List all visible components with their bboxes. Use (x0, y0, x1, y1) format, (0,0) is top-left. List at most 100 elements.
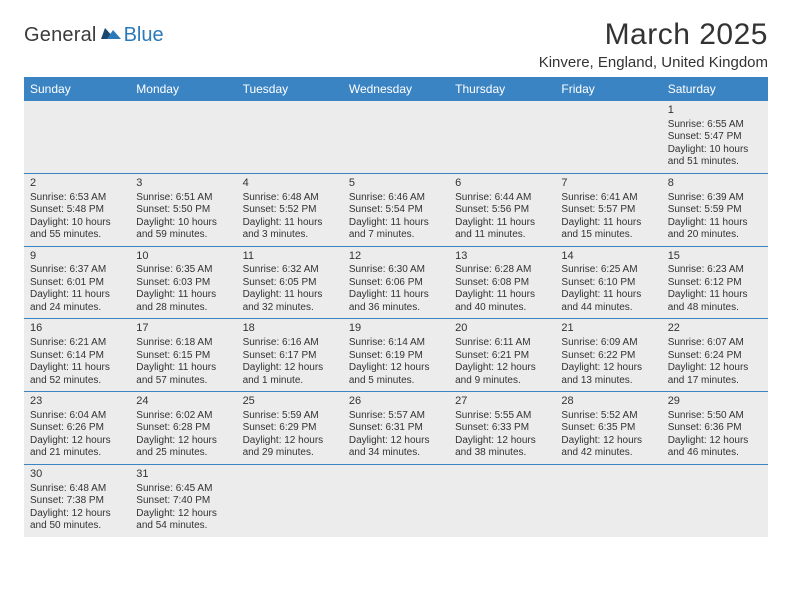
daylight-text: Daylight: 11 hours and 11 minutes. (455, 217, 549, 242)
daylight-text: Daylight: 12 hours and 9 minutes. (455, 362, 549, 387)
day-number: 4 (243, 177, 337, 191)
col-friday: Friday (555, 77, 661, 101)
day-number: 25 (243, 395, 337, 409)
calendar-row: 16Sunrise: 6:21 AMSunset: 6:14 PMDayligh… (24, 319, 768, 392)
sunrise-text: Sunrise: 6:18 AM (136, 337, 230, 350)
calendar-cell: 3Sunrise: 6:51 AMSunset: 5:50 PMDaylight… (130, 173, 236, 246)
sunset-text: Sunset: 5:52 PM (243, 204, 337, 217)
day-number: 10 (136, 250, 230, 264)
calendar-cell (449, 101, 555, 173)
logo: General Blue (24, 24, 164, 47)
calendar-cell (130, 101, 236, 173)
calendar-cell (237, 464, 343, 536)
day-number: 29 (668, 395, 762, 409)
location: Kinvere, England, United Kingdom (539, 54, 768, 71)
sunset-text: Sunset: 5:59 PM (668, 204, 762, 217)
col-wednesday: Wednesday (343, 77, 449, 101)
sunset-text: Sunset: 6:19 PM (349, 350, 443, 363)
calendar-cell: 27Sunrise: 5:55 AMSunset: 6:33 PMDayligh… (449, 392, 555, 465)
calendar-cell: 6Sunrise: 6:44 AMSunset: 5:56 PMDaylight… (449, 173, 555, 246)
sunrise-text: Sunrise: 6:46 AM (349, 192, 443, 205)
calendar-cell (662, 464, 768, 536)
daylight-text: Daylight: 11 hours and 20 minutes. (668, 217, 762, 242)
calendar-cell: 1Sunrise: 6:55 AMSunset: 5:47 PMDaylight… (662, 101, 768, 173)
calendar-cell: 14Sunrise: 6:25 AMSunset: 6:10 PMDayligh… (555, 246, 661, 319)
sunrise-text: Sunrise: 6:39 AM (668, 192, 762, 205)
calendar-cell: 21Sunrise: 6:09 AMSunset: 6:22 PMDayligh… (555, 319, 661, 392)
day-number: 27 (455, 395, 549, 409)
daylight-text: Daylight: 12 hours and 5 minutes. (349, 362, 443, 387)
calendar-cell (449, 464, 555, 536)
calendar-row: 30Sunrise: 6:48 AMSunset: 7:38 PMDayligh… (24, 464, 768, 536)
calendar-cell (237, 101, 343, 173)
daylight-text: Daylight: 11 hours and 28 minutes. (136, 289, 230, 314)
calendar-cell: 4Sunrise: 6:48 AMSunset: 5:52 PMDaylight… (237, 173, 343, 246)
calendar-cell: 9Sunrise: 6:37 AMSunset: 6:01 PMDaylight… (24, 246, 130, 319)
calendar-cell: 24Sunrise: 6:02 AMSunset: 6:28 PMDayligh… (130, 392, 236, 465)
day-number: 3 (136, 177, 230, 191)
day-number: 8 (668, 177, 762, 191)
sunrise-text: Sunrise: 6:25 AM (561, 264, 655, 277)
daylight-text: Daylight: 11 hours and 57 minutes. (136, 362, 230, 387)
day-number: 28 (561, 395, 655, 409)
sunset-text: Sunset: 6:06 PM (349, 277, 443, 290)
daylight-text: Daylight: 12 hours and 29 minutes. (243, 435, 337, 460)
sunset-text: Sunset: 6:21 PM (455, 350, 549, 363)
calendar-cell (24, 101, 130, 173)
daylight-text: Daylight: 10 hours and 51 minutes. (668, 144, 762, 169)
daylight-text: Daylight: 12 hours and 42 minutes. (561, 435, 655, 460)
calendar-table: Sunday Monday Tuesday Wednesday Thursday… (24, 77, 768, 537)
sunrise-text: Sunrise: 6:30 AM (349, 264, 443, 277)
day-number: 16 (30, 322, 124, 336)
daylight-text: Daylight: 12 hours and 54 minutes. (136, 508, 230, 533)
sunset-text: Sunset: 6:17 PM (243, 350, 337, 363)
day-number: 2 (30, 177, 124, 191)
sunrise-text: Sunrise: 6:14 AM (349, 337, 443, 350)
flag-icon (101, 25, 123, 46)
sunset-text: Sunset: 6:29 PM (243, 422, 337, 435)
day-number: 20 (455, 322, 549, 336)
sunrise-text: Sunrise: 6:11 AM (455, 337, 549, 350)
calendar-cell: 16Sunrise: 6:21 AMSunset: 6:14 PMDayligh… (24, 319, 130, 392)
title-block: March 2025 Kinvere, England, United King… (539, 18, 768, 71)
calendar-cell: 8Sunrise: 6:39 AMSunset: 5:59 PMDaylight… (662, 173, 768, 246)
calendar-cell: 23Sunrise: 6:04 AMSunset: 6:26 PMDayligh… (24, 392, 130, 465)
daylight-text: Daylight: 12 hours and 13 minutes. (561, 362, 655, 387)
day-number: 17 (136, 322, 230, 336)
day-number: 15 (668, 250, 762, 264)
sunrise-text: Sunrise: 6:35 AM (136, 264, 230, 277)
daylight-text: Daylight: 11 hours and 40 minutes. (455, 289, 549, 314)
daylight-text: Daylight: 11 hours and 15 minutes. (561, 217, 655, 242)
sunrise-text: Sunrise: 6:41 AM (561, 192, 655, 205)
header: General Blue March 2025 Kinvere, England… (24, 18, 768, 71)
day-number: 30 (30, 468, 124, 482)
sunrise-text: Sunrise: 5:52 AM (561, 410, 655, 423)
daylight-text: Daylight: 12 hours and 17 minutes. (668, 362, 762, 387)
daylight-text: Daylight: 12 hours and 46 minutes. (668, 435, 762, 460)
day-number: 1 (668, 104, 762, 118)
sunrise-text: Sunrise: 5:59 AM (243, 410, 337, 423)
calendar-cell: 15Sunrise: 6:23 AMSunset: 6:12 PMDayligh… (662, 246, 768, 319)
sunrise-text: Sunrise: 5:57 AM (349, 410, 443, 423)
calendar-cell: 30Sunrise: 6:48 AMSunset: 7:38 PMDayligh… (24, 464, 130, 536)
sunrise-text: Sunrise: 6:21 AM (30, 337, 124, 350)
day-number: 11 (243, 250, 337, 264)
calendar-cell (343, 101, 449, 173)
calendar-cell (555, 464, 661, 536)
sunrise-text: Sunrise: 6:55 AM (668, 119, 762, 132)
sunrise-text: Sunrise: 6:07 AM (668, 337, 762, 350)
calendar-row: 9Sunrise: 6:37 AMSunset: 6:01 PMDaylight… (24, 246, 768, 319)
sunrise-text: Sunrise: 6:04 AM (30, 410, 124, 423)
sunrise-text: Sunrise: 6:16 AM (243, 337, 337, 350)
daylight-text: Daylight: 12 hours and 21 minutes. (30, 435, 124, 460)
day-number: 9 (30, 250, 124, 264)
sunrise-text: Sunrise: 6:45 AM (136, 483, 230, 496)
daylight-text: Daylight: 11 hours and 3 minutes. (243, 217, 337, 242)
sunrise-text: Sunrise: 6:44 AM (455, 192, 549, 205)
calendar-cell: 10Sunrise: 6:35 AMSunset: 6:03 PMDayligh… (130, 246, 236, 319)
day-number: 31 (136, 468, 230, 482)
sunset-text: Sunset: 6:10 PM (561, 277, 655, 290)
sunset-text: Sunset: 6:31 PM (349, 422, 443, 435)
day-number: 12 (349, 250, 443, 264)
sunrise-text: Sunrise: 6:37 AM (30, 264, 124, 277)
